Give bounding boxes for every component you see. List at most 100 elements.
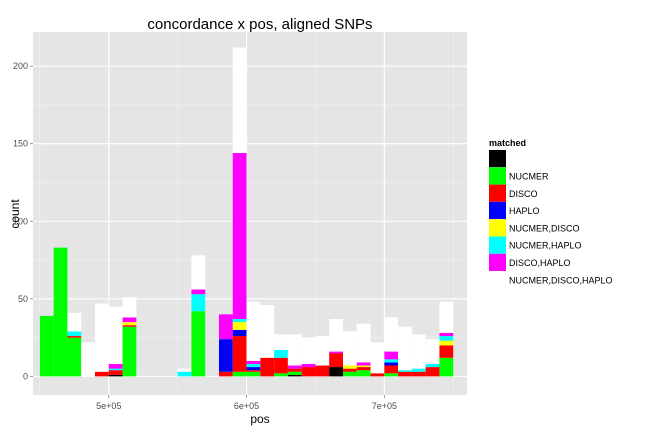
legend-key-swatch — [489, 167, 506, 185]
bar-segment-disco — [246, 370, 261, 372]
y-tick-label: 150 — [13, 139, 28, 149]
bar-segment-nucmer — [232, 371, 247, 377]
bar-segment-nucmer-disco-haplo — [95, 303, 109, 372]
bar-segment-disco — [411, 371, 426, 377]
bar-segment-disco-haplo — [356, 362, 371, 366]
bar-segment-disco — [315, 365, 330, 377]
bar-segment-nucmer — [246, 371, 261, 377]
bar-segment-nucmer-disco — [232, 322, 247, 330]
bar-segment-nucmer — [439, 357, 454, 377]
bar-segment-disco — [384, 365, 399, 374]
y-axis-title: count — [8, 199, 22, 229]
bar-segment-nucmer-disco — [122, 322, 137, 326]
bar-segment-nucmer-disco-haplo — [411, 334, 426, 369]
legend-key-swatch — [489, 150, 506, 168]
bar-segment-disco — [439, 345, 454, 358]
x-axis-title: pos — [250, 412, 269, 426]
legend-label: NUCMER — [509, 171, 549, 181]
bar-segment-nucmer-haplo — [108, 368, 123, 371]
bar-segment-disco — [425, 367, 440, 377]
bar-segment-nucmer-haplo — [384, 359, 399, 363]
legend-label: NUCMER,HAPLO — [509, 241, 582, 251]
bar-segment-nucmer-haplo — [191, 294, 206, 312]
legend-label: DISCO — [509, 189, 538, 199]
legend-key-swatch — [489, 201, 506, 220]
bar-segment-nucmer-disco-haplo — [384, 317, 399, 352]
legend-label: NUCMER,DISCO,HAPLO — [509, 275, 613, 285]
bar-segment-nucmer-haplo — [439, 336, 454, 341]
bar-segment-nucmer — [343, 371, 357, 377]
bar-segment-nucmer-disco-haplo — [425, 339, 440, 364]
bar-segment-nucmer-disco — [343, 365, 357, 369]
bar-segment-nucmer-haplo — [246, 363, 261, 368]
bar-segment-disco — [301, 367, 316, 377]
x-tick-label: 7e+05 — [372, 401, 397, 411]
bar-segment-disco — [108, 370, 123, 375]
bar-segment-disco — [287, 368, 302, 372]
bar-segment-disco — [232, 336, 247, 372]
bar-segment-nucmer — [384, 373, 399, 377]
bar-segment-nucmer — [287, 371, 302, 375]
bar-segment-nucmer-haplo — [425, 363, 440, 368]
legend-key-swatch — [489, 253, 506, 272]
bar-segment-disco — [260, 357, 275, 377]
bar-segment-nucmer-haplo — [67, 331, 82, 337]
bar-segment-nucmer-disco-haplo — [356, 323, 371, 363]
bar-segment-nucmer — [356, 370, 371, 377]
bar-segment-disco — [219, 371, 233, 377]
bar-segment-nucmer-disco — [356, 365, 371, 368]
bar-segment-disco — [329, 353, 343, 368]
bar-segment-nucmer-disco-haplo — [287, 334, 302, 366]
bar-segment-none — [287, 374, 302, 377]
bar-segment-disco-haplo — [122, 317, 137, 323]
bar-segment-nucmer — [191, 311, 206, 377]
bars-layer — [39, 47, 454, 377]
y-axis: 0 50 100 150 200 — [13, 61, 33, 381]
bar-segment-nucmer — [53, 247, 68, 377]
bar-segment-disco — [95, 371, 109, 377]
bar-segment-nucmer — [274, 373, 288, 377]
legend-key-swatch — [489, 184, 506, 202]
bar-segment-disco-haplo — [301, 363, 316, 368]
bar-segment-disco-haplo — [191, 289, 206, 295]
legend-key-swatch — [489, 236, 506, 254]
legend-title: matched — [489, 138, 526, 148]
bar-segment-nucmer-disco-haplo — [398, 326, 412, 371]
x-tick-label: 6e+05 — [234, 401, 259, 411]
bar-segment-disco-haplo — [219, 314, 233, 340]
y-tick-label: 0 — [23, 371, 28, 381]
bar-segment-nucmer-disco-haplo — [67, 312, 82, 332]
bar-segment-nucmer-disco-haplo — [274, 334, 288, 351]
y-tick-label: 200 — [13, 61, 28, 71]
y-tick-label: 100 — [13, 216, 28, 226]
bar-segment-disco — [67, 336, 82, 338]
bar-segment-nucmer-disco-haplo — [246, 301, 261, 361]
bar-segment-disco-haplo — [108, 363, 123, 369]
legend: matched NUCMER DISCO HAPLO NUCMER,DISCO NUCM… — [489, 138, 613, 289]
bar-segment-nucmer-haplo — [411, 368, 426, 372]
bar-segment-disco-haplo — [329, 351, 343, 354]
bar-segment-nucmer-disco-haplo — [315, 336, 330, 366]
bar-segment-disco — [356, 367, 371, 371]
y-tick-label: 50 — [18, 294, 28, 304]
legend-label: NUCMER,DISCO — [509, 223, 580, 233]
x-axis: 5e+05 6e+05 7e+05 — [96, 395, 397, 411]
bar-segment-nucmer-disco-haplo — [301, 337, 316, 364]
bar-segment-nucmer-disco-haplo — [232, 47, 247, 154]
bar-segment-nucmer — [122, 326, 137, 377]
bar-segment-disco-haplo — [439, 332, 454, 337]
bar-segment-disco-haplo — [246, 360, 261, 364]
bar-segment-haplo — [384, 362, 399, 366]
bar-segment-nucmer-haplo — [177, 371, 192, 377]
bar-segment-disco — [398, 371, 412, 377]
bar-segment-disco-haplo — [232, 153, 247, 319]
bar-segment-nucmer-haplo — [232, 318, 247, 323]
bar-segment-nucmer-haplo — [274, 350, 288, 358]
legend-key-swatch — [489, 219, 506, 237]
bar-segment-none — [329, 367, 343, 377]
bar-segment-disco — [343, 368, 357, 372]
bar-segment-nucmer-disco-haplo — [122, 297, 137, 318]
bar-segment-disco — [370, 373, 385, 377]
bar-segment-haplo — [246, 367, 261, 371]
bar-segment-nucmer-disco-haplo — [370, 342, 385, 374]
